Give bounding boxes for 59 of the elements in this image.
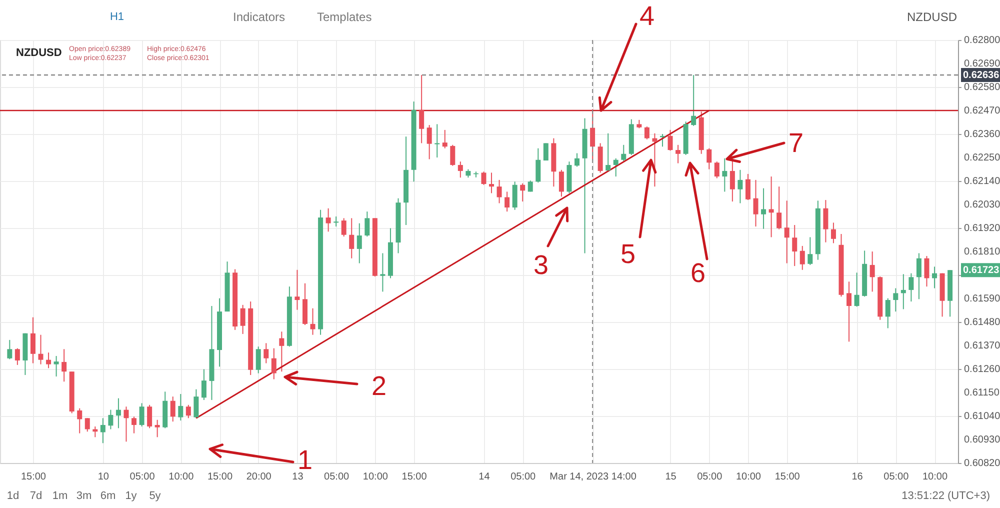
x-tick-label: 15:00	[774, 472, 800, 482]
text: 1d	[6, 490, 20, 502]
x-tick-label: 14	[478, 472, 490, 482]
text: NZDUSD	[907, 10, 958, 24]
text: Indicators	[233, 10, 286, 24]
y-tick-label: 0.61370	[964, 340, 1000, 352]
y-tick-label: 0.62470	[964, 106, 1000, 116]
y-tick-label: 0.62360	[964, 129, 1000, 140]
annotation: 0.61723	[963, 265, 1000, 276]
x-tick-label: 10:00	[362, 472, 388, 482]
y-tick-label: 0.61480	[964, 317, 1000, 328]
annotation: 6	[690, 258, 706, 288]
x-tick-label: 10:00	[168, 472, 194, 482]
y-tick-label: 0.62250	[964, 152, 1000, 164]
x-tick-label: 10:00	[736, 472, 762, 482]
y-tick-label: 0.61810	[964, 246, 1000, 258]
x-tick-label: 15:00	[402, 472, 428, 482]
x-tick-label: 15:00	[20, 472, 46, 482]
ref-line-label: 0.62636	[963, 70, 1000, 82]
x-tick-label: 13	[292, 472, 304, 482]
text: 1y	[125, 490, 138, 502]
y-tick-label: 0.62030	[964, 200, 1000, 210]
x-tick-label: 05:00	[510, 472, 536, 482]
y-tick-label: 0.62580	[964, 82, 1000, 93]
annotation: 3	[533, 250, 549, 280]
text: 1m	[52, 490, 68, 502]
text: H1	[110, 11, 124, 23]
y-tick-label: 0.61920	[964, 223, 1000, 234]
text: 6m	[100, 490, 116, 502]
y-tick-label: 0.61590	[964, 294, 1000, 304]
y-tick-label: 0.62140	[964, 176, 1000, 187]
y-tick-label: 0.60930	[964, 434, 1000, 446]
x-tick-label: 05:00	[130, 472, 156, 482]
x-tick-label: 05:00	[324, 472, 350, 482]
y-tick-label: 0.61260	[964, 364, 1000, 375]
text: NZDUSD	[16, 47, 62, 59]
x-tick-label: 16	[852, 472, 864, 482]
x-tick-label: 15	[665, 472, 677, 482]
annotation: 5	[620, 239, 636, 269]
y-tick-label: 0.61040	[964, 411, 1000, 422]
y-tick-label: 0.60820	[964, 458, 1000, 469]
text: 13:51:22 (UTC+3)	[902, 490, 990, 502]
x-tick-label: 10	[98, 472, 110, 482]
text: 3m	[76, 490, 92, 502]
annotation: 4	[639, 1, 655, 31]
y-tick-label: 0.62690	[964, 58, 1000, 70]
x-tick-label: 05:00	[697, 472, 723, 482]
x-tick-label: 15:00	[207, 472, 233, 482]
x-tick-label: 05:00	[884, 472, 910, 482]
text: Templates	[317, 10, 372, 24]
x-tick-label: 10:00	[922, 472, 948, 482]
text: 7d	[30, 490, 42, 502]
y-tick-label: 0.62800	[964, 35, 1000, 46]
x-tick-label: 20:00	[246, 472, 272, 482]
x-tick-label: Mar 14, 2023 14:00	[550, 472, 637, 482]
annotation: 7	[788, 128, 804, 158]
text: 5y	[149, 490, 162, 502]
annotation: 2	[371, 371, 387, 401]
y-tick-label: 0.61150	[964, 388, 1000, 398]
